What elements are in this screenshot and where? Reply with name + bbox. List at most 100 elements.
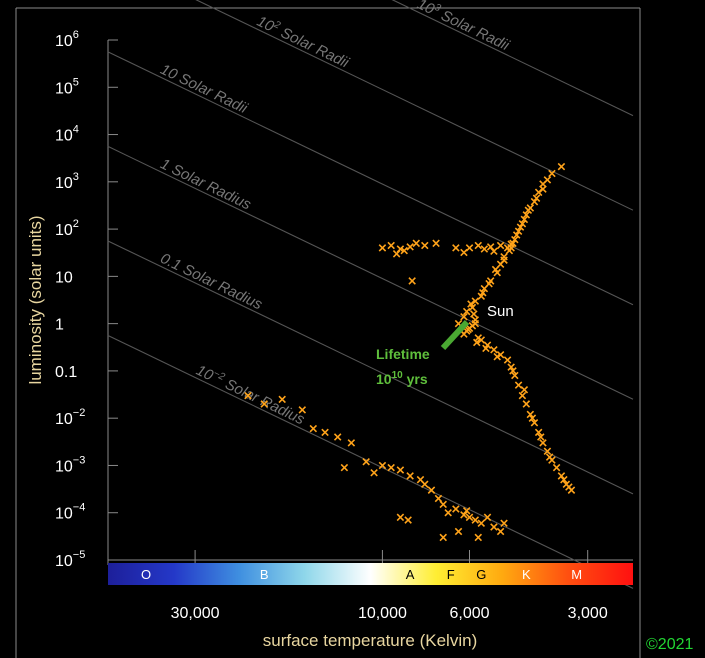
data-point — [500, 256, 508, 264]
y-tick-label: 105 — [55, 76, 79, 97]
data-point — [565, 483, 573, 491]
data-point — [520, 215, 529, 224]
lifetime-marker — [440, 319, 470, 351]
data-point — [370, 469, 378, 477]
data-point — [537, 433, 545, 441]
data-point — [520, 385, 529, 394]
data-point — [539, 439, 547, 447]
data-point — [503, 356, 512, 364]
data-point — [471, 316, 480, 324]
data-point — [340, 463, 349, 472]
series-main-sequence — [454, 162, 576, 494]
data-point — [298, 406, 307, 414]
data-point — [491, 265, 500, 274]
data-point — [471, 297, 480, 305]
data-point — [474, 241, 483, 250]
data-point — [548, 169, 556, 178]
data-point — [470, 310, 478, 318]
y-tick-label: 1 — [55, 317, 64, 334]
data-point — [557, 162, 566, 171]
series-white-dwarfs — [244, 391, 508, 542]
radius-line-1: 0.1 Solar Radius — [107, 240, 634, 495]
data-point — [427, 486, 436, 494]
data-point — [462, 307, 471, 316]
data-point — [543, 447, 552, 455]
data-point — [406, 472, 414, 480]
data-point — [452, 505, 460, 513]
data-point — [278, 395, 286, 404]
data-point — [516, 223, 525, 231]
x-tick-label: 30,000 — [171, 605, 220, 622]
data-point — [514, 381, 523, 389]
data-point — [462, 507, 471, 515]
data-point — [378, 461, 387, 470]
data-point — [378, 244, 387, 252]
data-point — [454, 527, 463, 536]
data-point — [522, 211, 531, 219]
data-point — [507, 363, 515, 371]
lifetime-label: Lifetime — [376, 346, 430, 362]
data-point — [482, 344, 490, 353]
data-point — [543, 176, 552, 184]
data-point — [477, 519, 486, 527]
radius-line-path — [107, 51, 634, 306]
data-point — [518, 391, 527, 400]
data-point — [404, 516, 412, 524]
x-tick-label: 6,000 — [449, 605, 489, 622]
data-point — [526, 410, 535, 419]
data-point — [471, 516, 480, 524]
data-point — [512, 231, 521, 239]
data-point — [490, 346, 498, 354]
spectral-class-O: O — [141, 567, 151, 582]
data-point — [524, 206, 533, 215]
radius-line-label: 1 Solar Radius — [158, 155, 254, 213]
data-point — [392, 250, 401, 258]
data-point — [467, 300, 475, 308]
radius-line-label: 10 Solar Radii — [158, 61, 251, 117]
y-axis-label: luminosity (solar units) — [26, 215, 45, 384]
y-tick-label: 10−2 — [55, 407, 85, 428]
data-point — [244, 391, 252, 400]
data-point — [406, 243, 414, 251]
y-tick-label: 104 — [55, 124, 79, 145]
data-point — [532, 194, 541, 202]
lifetime-value-label: 1010 yrs — [376, 370, 428, 387]
data-point — [534, 428, 543, 437]
data-point — [387, 241, 395, 250]
data-point — [396, 466, 405, 474]
data-point — [362, 457, 370, 466]
data-point — [400, 246, 408, 255]
spectral-class-F: F — [447, 567, 455, 582]
data-point — [480, 245, 489, 253]
sun-label: Sun — [487, 303, 514, 320]
copyright-notice: ©2021 — [646, 636, 694, 653]
data-point — [421, 480, 429, 489]
data-point — [522, 400, 531, 408]
spectral-class-B: B — [260, 567, 269, 582]
x-tick-label: 3,000 — [568, 605, 608, 622]
data-point — [539, 185, 547, 193]
star-points — [244, 162, 576, 542]
data-point — [321, 428, 329, 437]
data-point — [460, 248, 468, 257]
data-point — [530, 197, 539, 206]
data-point — [528, 414, 537, 422]
data-point — [460, 511, 468, 519]
radius-line-path — [107, 145, 634, 400]
data-point — [474, 533, 483, 542]
y-tick-label: 10−4 — [55, 502, 85, 523]
x-axis-label: surface temperature (Kelvin) — [263, 631, 477, 650]
spectral-class-bar — [108, 563, 633, 585]
radius-line-label: 0.1 Solar Radius — [158, 250, 266, 314]
data-point — [260, 400, 268, 408]
y-tick-label: 0.1 — [55, 364, 77, 381]
radius-line-label: 10−2 Solar Radius — [193, 361, 308, 429]
data-point — [452, 244, 460, 252]
data-point — [557, 472, 566, 480]
radius-lines: 10−2 Solar Radius 0.1 Solar Radius 1 Solar… — [107, 0, 634, 589]
radius-line-path — [107, 335, 634, 589]
data-point — [396, 513, 405, 522]
data-point — [552, 463, 561, 472]
y-tick-label: 10−3 — [55, 454, 85, 475]
